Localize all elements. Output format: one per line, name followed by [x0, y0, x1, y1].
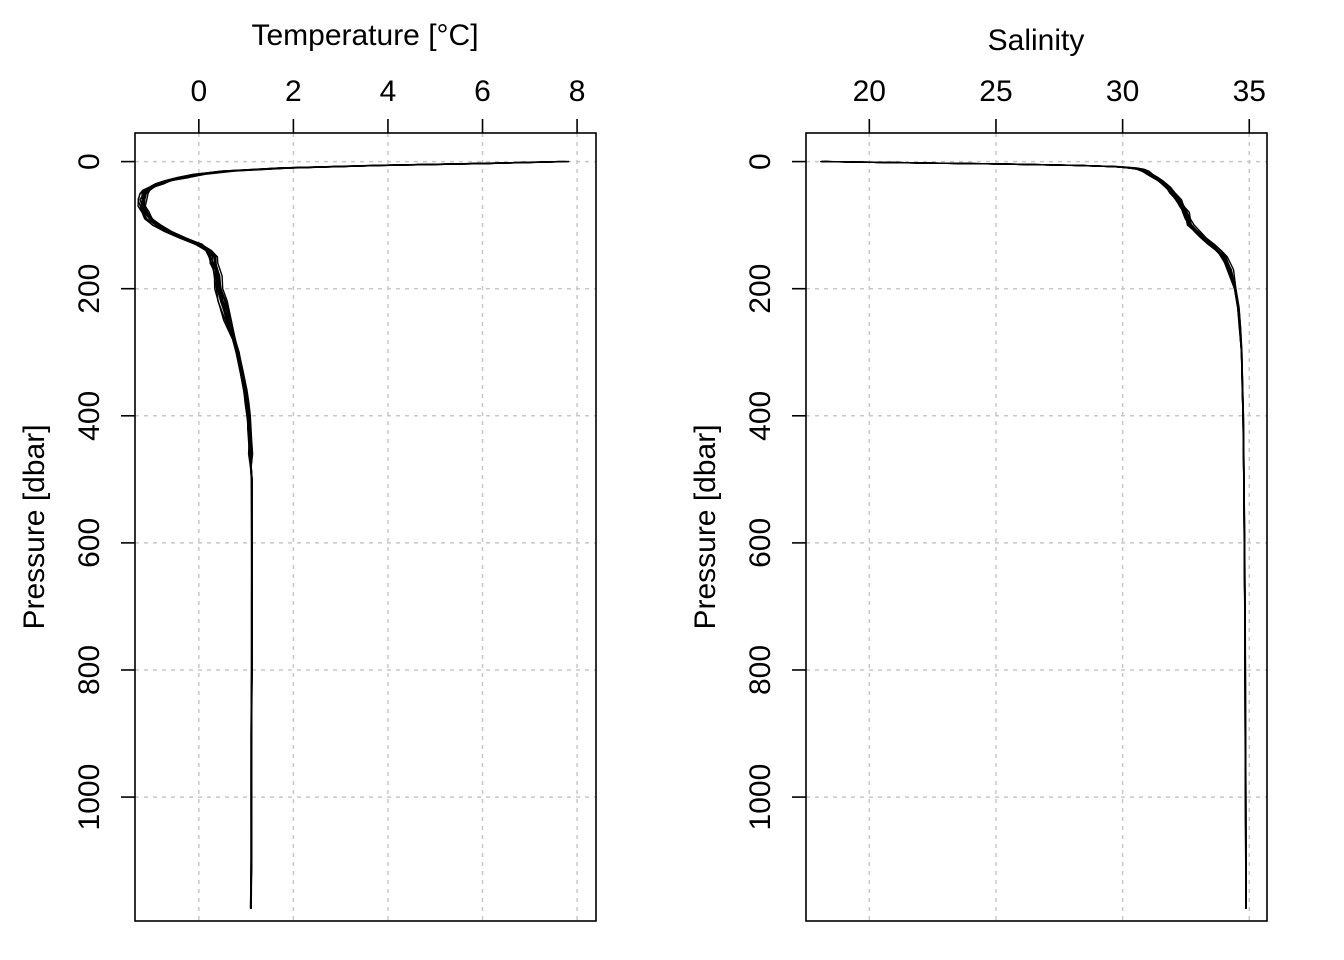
temperature-y-ticks: 0 200 400 600 800 1000: [73, 153, 135, 830]
temperature-profile-line: [137, 160, 561, 909]
temperature-x-ticks: 0 2 4 6 8: [190, 75, 585, 133]
temperature-profile-line: [141, 160, 562, 909]
salinity-profile-line: [821, 160, 1247, 909]
salinity-y-tick-label: 800: [744, 645, 777, 695]
temperature-x-tick-label: 0: [190, 75, 207, 108]
salinity-profile-line: [821, 160, 1247, 909]
temperature-y-tick-label: 1000: [73, 764, 106, 831]
temperature-profile-line: [144, 160, 570, 909]
salinity-profile-line: [824, 160, 1247, 909]
temperature-x-tick-label: 6: [474, 75, 491, 108]
salinity-profile-line: [820, 160, 1247, 909]
temperature-y-tick-label: 400: [73, 391, 106, 441]
salinity-profile-line: [823, 160, 1247, 909]
temperature-profile-line: [143, 160, 566, 909]
temperature-profile-line: [140, 160, 563, 909]
temperature-gridlines: [135, 133, 596, 921]
salinity-y-tick-label: 200: [744, 264, 777, 314]
temperature-y-tick-label: 800: [73, 645, 106, 695]
salinity-y-tick-label: 600: [744, 518, 777, 568]
temperature-profile-line: [141, 160, 565, 909]
temperature-profile-line: [142, 160, 569, 909]
salinity-profiles: [820, 160, 1247, 909]
temperature-profile-line: [137, 160, 560, 909]
salinity-profile-line: [821, 160, 1247, 909]
salinity-gridlines: [806, 133, 1267, 921]
salinity-y-ticks: 0 200 400 600 800 1000: [744, 153, 806, 830]
salinity-panel: 20 25 30 35 0 200 400 600 800 1000 Salinity Pres…: [689, 24, 1268, 922]
salinity-profile-line: [820, 160, 1247, 909]
salinity-x-tick-label: 35: [1233, 75, 1266, 108]
salinity-y-tick-label: 1000: [744, 764, 777, 831]
temperature-profile-line: [142, 160, 566, 909]
salinity-x-axis-title: Salinity: [988, 24, 1085, 57]
salinity-profile-line: [823, 160, 1247, 909]
salinity-y-tick-label: 400: [744, 391, 777, 441]
salinity-y-axis-title: Pressure [dbar]: [689, 424, 722, 629]
temperature-y-axis-title: Pressure [dbar]: [18, 424, 51, 629]
salinity-profile-line: [821, 160, 1247, 909]
salinity-profile-line: [822, 160, 1247, 909]
salinity-y-tick-label: 0: [744, 153, 777, 170]
salinity-plot-frame: [805, 132, 1268, 922]
temperature-x-tick-label: 2: [285, 75, 302, 108]
temperature-x-axis-title: Temperature [°C]: [251, 19, 478, 52]
temperature-y-tick-label: 0: [73, 153, 106, 170]
temperature-profile-line: [142, 160, 567, 909]
temperature-panel: 0 2 4 6 8 0 200 400 600 800 1000 Temperature [°C]…: [18, 19, 597, 922]
salinity-x-ticks: 20 25 30 35: [853, 75, 1266, 133]
temperature-x-tick-label: 4: [380, 75, 397, 108]
salinity-x-tick-label: 25: [979, 75, 1012, 108]
salinity-profile-line: [823, 160, 1247, 909]
temperature-plot-frame: [134, 132, 597, 922]
salinity-x-tick-label: 30: [1106, 75, 1139, 108]
temperature-y-tick-label: 600: [73, 518, 106, 568]
temperature-profile-line: [139, 160, 561, 909]
temperature-profiles: [137, 160, 570, 909]
temperature-x-tick-label: 8: [569, 75, 586, 108]
temperature-profile-line: [141, 160, 566, 909]
salinity-profile-line: [823, 160, 1247, 909]
temperature-y-tick-label: 200: [73, 264, 106, 314]
salinity-x-tick-label: 20: [853, 75, 886, 108]
